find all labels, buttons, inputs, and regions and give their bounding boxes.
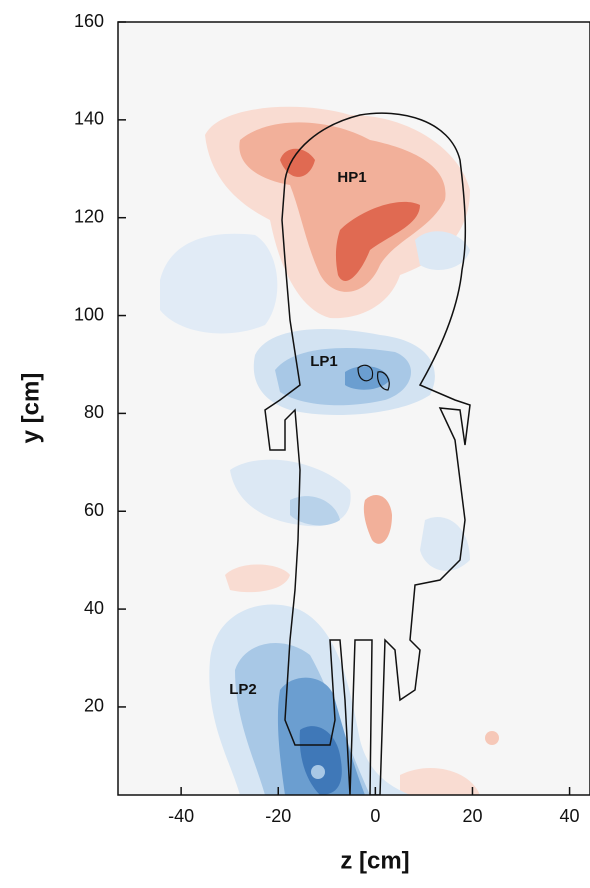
- contour-mid-blue: [290, 496, 340, 526]
- contour-mid-blue: [311, 765, 325, 779]
- contour-light-blue: [415, 231, 470, 270]
- y-tick-label: 60: [84, 500, 104, 520]
- y-axis-label: y [cm]: [17, 373, 44, 444]
- contour-mid-blue: [275, 347, 412, 406]
- x-tick-label: 20: [462, 806, 482, 826]
- contour-field: [160, 106, 499, 795]
- contour-mid-red: [363, 495, 392, 544]
- contour-darker-blue: [299, 726, 342, 795]
- contour-light-blue: [160, 233, 278, 334]
- contour-dark-red: [335, 201, 420, 281]
- y-tick-label: 20: [84, 696, 104, 716]
- contour-light-red: [400, 767, 480, 795]
- rider-outline: [264, 112, 471, 795]
- annotation: LP1: [310, 353, 338, 370]
- x-tick-label: 0: [370, 806, 380, 826]
- y-tick-label: 40: [84, 598, 104, 618]
- contour-light-red: [485, 731, 499, 745]
- y-tick-label: 140: [74, 109, 104, 129]
- annotation: HP1: [337, 169, 366, 186]
- y-tick-label: 120: [74, 206, 104, 226]
- contour-light-blue: [420, 516, 470, 571]
- contour-light-red: [225, 564, 290, 593]
- x-tick-label: -40: [168, 806, 194, 826]
- annotation: LP2: [229, 681, 257, 698]
- x-axis-label: z [cm]: [340, 847, 409, 874]
- y-tick-label: 100: [74, 304, 104, 324]
- x-tick-label: -20: [265, 806, 291, 826]
- y-tick-label: 160: [74, 11, 104, 31]
- y-tick-label: 80: [84, 402, 104, 422]
- contour-dark-red: [280, 148, 315, 177]
- x-tick-label: 40: [560, 806, 580, 826]
- plot-frame: [117, 21, 590, 796]
- rider-hands: [357, 364, 390, 391]
